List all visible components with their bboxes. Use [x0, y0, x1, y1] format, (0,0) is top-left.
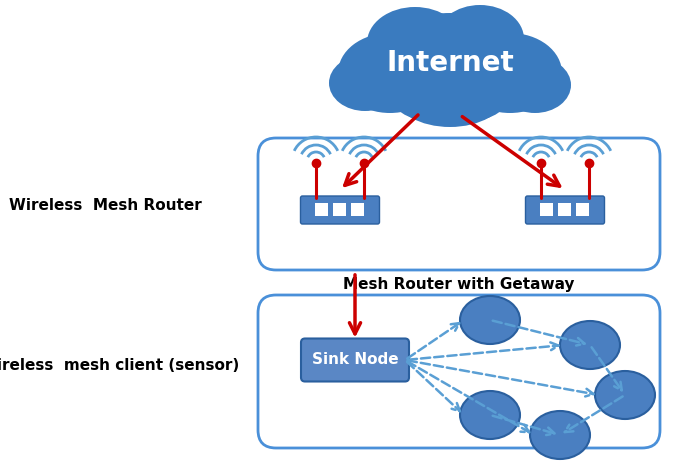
FancyArrowPatch shape — [493, 321, 584, 346]
FancyArrowPatch shape — [408, 361, 593, 396]
Ellipse shape — [530, 411, 590, 459]
FancyArrowPatch shape — [408, 342, 558, 360]
Text: Wireless  mesh client (sensor): Wireless mesh client (sensor) — [0, 358, 240, 373]
Ellipse shape — [329, 55, 401, 111]
FancyBboxPatch shape — [351, 203, 364, 215]
FancyArrowPatch shape — [408, 323, 460, 359]
FancyBboxPatch shape — [558, 203, 571, 215]
FancyBboxPatch shape — [301, 339, 409, 382]
Ellipse shape — [458, 33, 562, 113]
FancyBboxPatch shape — [540, 203, 553, 215]
Ellipse shape — [395, 63, 505, 127]
Text: Mesh Router with Getaway: Mesh Router with Getaway — [343, 276, 575, 291]
Ellipse shape — [370, 13, 530, 117]
FancyArrowPatch shape — [407, 362, 460, 411]
Ellipse shape — [367, 7, 463, 79]
Ellipse shape — [499, 57, 571, 113]
Ellipse shape — [460, 296, 520, 344]
FancyBboxPatch shape — [316, 203, 329, 215]
Text: Wireless  Mesh Router: Wireless Mesh Router — [9, 198, 201, 212]
FancyBboxPatch shape — [258, 295, 660, 448]
FancyArrowPatch shape — [564, 396, 623, 432]
FancyBboxPatch shape — [577, 203, 590, 215]
FancyBboxPatch shape — [258, 138, 660, 270]
Ellipse shape — [390, 65, 470, 121]
Ellipse shape — [595, 371, 655, 419]
FancyBboxPatch shape — [301, 196, 379, 224]
Ellipse shape — [436, 5, 524, 73]
Ellipse shape — [460, 391, 520, 439]
FancyArrowPatch shape — [408, 361, 530, 432]
Ellipse shape — [560, 321, 620, 369]
FancyBboxPatch shape — [525, 196, 604, 224]
FancyBboxPatch shape — [334, 203, 347, 215]
FancyArrowPatch shape — [592, 347, 622, 390]
Ellipse shape — [430, 65, 510, 121]
Ellipse shape — [338, 33, 442, 113]
Text: Sink Node: Sink Node — [312, 353, 398, 368]
Text: Internet: Internet — [386, 49, 514, 77]
FancyArrowPatch shape — [493, 416, 555, 435]
